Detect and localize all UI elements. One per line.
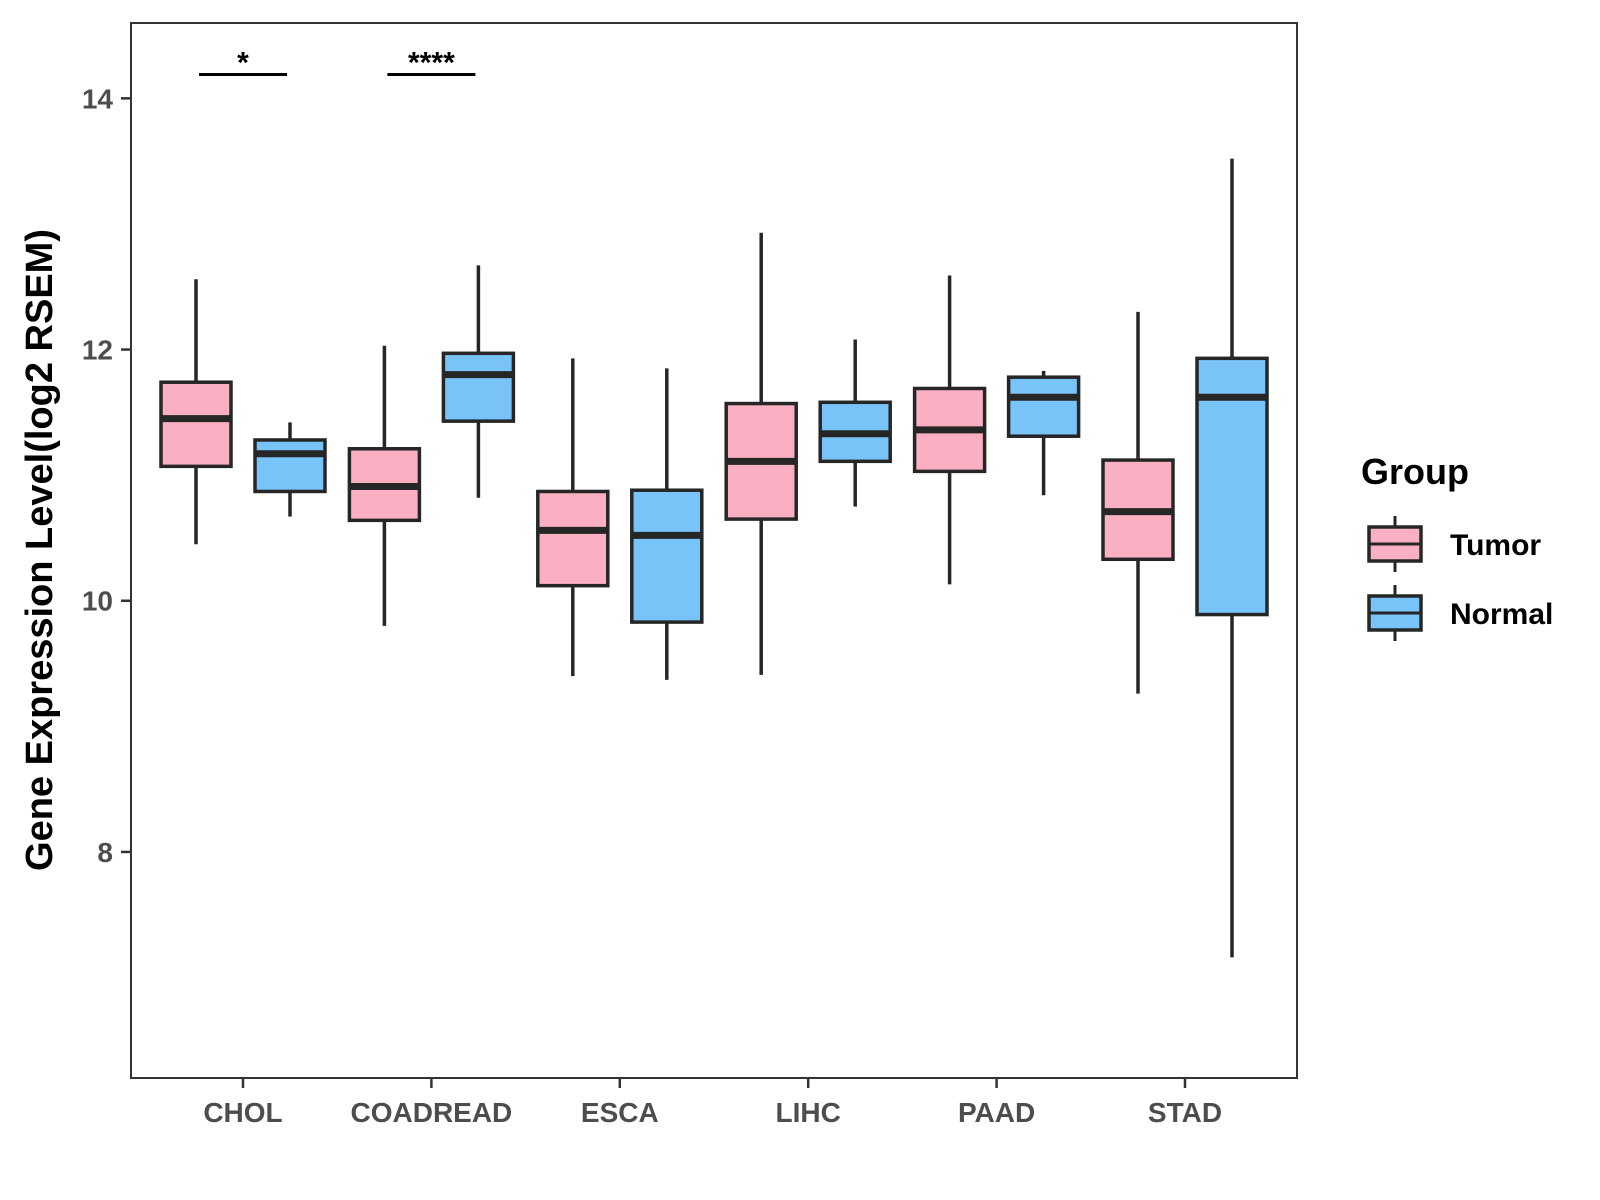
significance-label: **** (408, 46, 455, 79)
iqr-box (1195, 356, 1269, 617)
iqr-box (536, 489, 610, 588)
iqr-box (630, 488, 704, 624)
box-normal-coadread (441, 265, 516, 498)
y-tick-label: 14 (82, 83, 114, 114)
box-tumor-paad (912, 275, 987, 585)
significance-coadread: **** (387, 46, 476, 79)
y-axis-title: Gene Expression Level(log2 RSEM) (19, 229, 61, 871)
x-tick-label: STAD (1148, 1097, 1222, 1128)
significance-chol: * (199, 46, 287, 79)
box-tumor-stad (1101, 311, 1175, 694)
legend-key-normal (1367, 585, 1423, 641)
box-normal-stad (1195, 158, 1269, 958)
box-tumor-coadread (347, 345, 422, 626)
legend-title: Group (1361, 451, 1469, 492)
iqr-box (441, 351, 516, 423)
significance-label: * (237, 46, 249, 79)
iqr-box (159, 380, 233, 469)
legend-key-tumor (1367, 516, 1423, 572)
legend: Group Tumor Normal (1361, 451, 1553, 641)
legend-label-normal: Normal (1450, 598, 1553, 631)
iqr-box (253, 438, 327, 494)
legend-label-tumor: Tumor (1450, 529, 1541, 562)
box-normal-esca (630, 368, 704, 680)
y-tick-label: 10 (82, 586, 113, 617)
x-tick-label: PAAD (958, 1097, 1035, 1128)
y-tick-label: 12 (82, 335, 113, 366)
plot-area: * **** (159, 46, 1269, 958)
axes: 8 10 12 14 CHOL COADREAD ESCA LIHC PAAD STAD Gene … (19, 22, 1298, 1128)
box-normal-chol (253, 422, 327, 517)
x-tick-label: ESCA (581, 1097, 659, 1128)
iqr-box (1006, 375, 1081, 438)
panel-border (130, 22, 1298, 1079)
box-tumor-chol (159, 279, 233, 545)
box-tumor-lihc (724, 232, 798, 675)
box-normal-lihc (818, 339, 892, 507)
box-tumor-esca (536, 358, 610, 677)
x-tick-label: LIHC (776, 1097, 841, 1128)
box-normal-paad (1006, 370, 1081, 496)
x-tick-label: COADREAD (351, 1097, 513, 1128)
y-tick-label: 8 (97, 837, 113, 868)
x-tick-label: CHOL (203, 1097, 282, 1128)
